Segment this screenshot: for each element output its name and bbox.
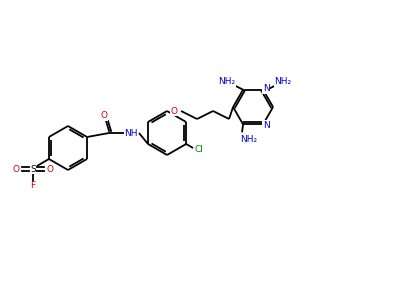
Text: NH₂: NH₂ [218, 77, 236, 86]
Text: NH: NH [124, 128, 138, 137]
Text: O: O [12, 164, 20, 173]
Text: NH₂: NH₂ [240, 135, 258, 144]
Text: O: O [46, 164, 54, 173]
Text: Cl: Cl [195, 146, 204, 154]
Text: O: O [100, 112, 108, 121]
Text: O: O [170, 106, 178, 116]
Text: N: N [263, 84, 270, 93]
Text: S: S [30, 164, 36, 173]
Text: NH₂: NH₂ [274, 77, 292, 86]
Text: F: F [30, 182, 36, 190]
Text: N: N [263, 121, 270, 130]
